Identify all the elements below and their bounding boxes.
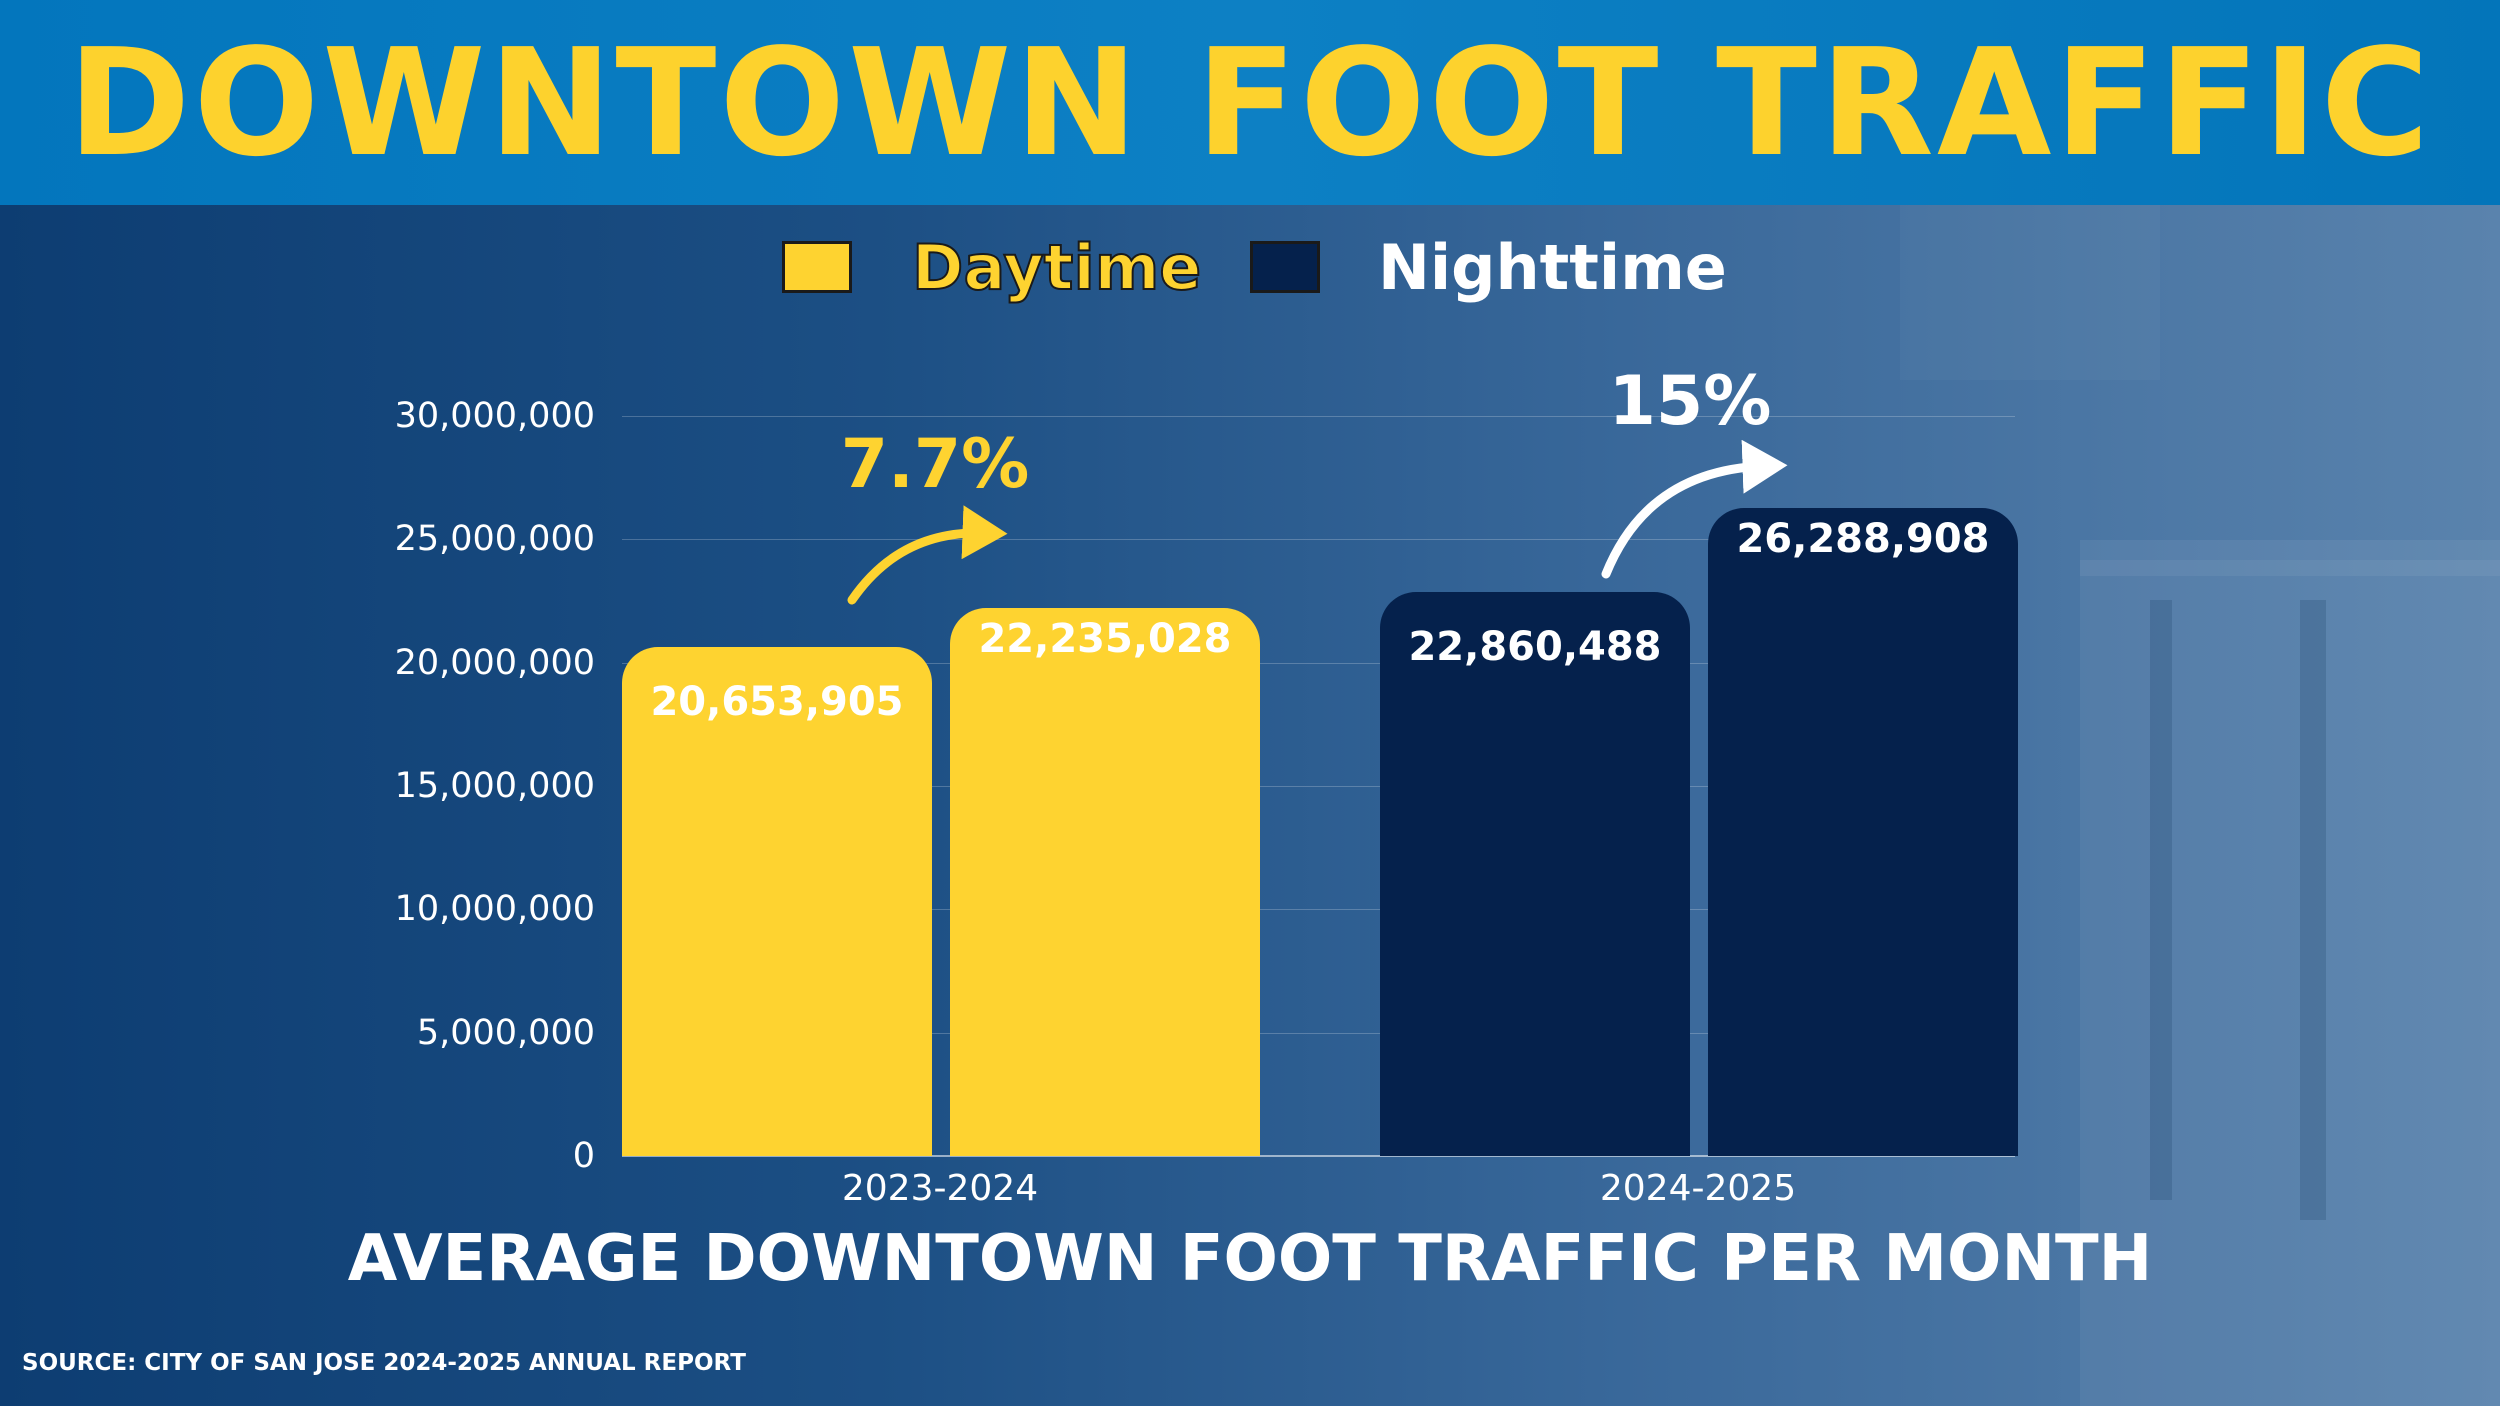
bar-value-label: 22,235,028 (978, 615, 1232, 662)
gridline (622, 662, 2015, 664)
y-tick-label: 30,000,000 (394, 396, 595, 436)
legend-label-daytime: Daytime (911, 230, 1202, 305)
y-tick-label: 5,000,000 (416, 1012, 595, 1053)
bar-value-label: 20,653,905 (650, 678, 904, 725)
y-tick-label: 10,000,000 (394, 889, 595, 930)
y-tick-label: 20,000,000 (394, 642, 595, 683)
bar-2024-2025-2 (1708, 507, 2018, 1156)
bar-value-label: 22,860,488 (1408, 624, 1662, 671)
header-banner: DOWNTOWN FOOT TRAFFIC (0, 0, 2500, 205)
change-percent-label: 7.7% (840, 425, 1030, 504)
change-percent-label: 15% (1608, 362, 1772, 441)
gridline (622, 539, 2015, 541)
legend-swatch-daytime (782, 241, 852, 293)
chart-subtitle: AVERAGE DOWNTOWN FOOT TRAFFIC PER MONTH (347, 1222, 2153, 1296)
gridline (622, 786, 2015, 787)
legend-label-nighttime: Nighttime (1378, 231, 1727, 304)
bar-value-label: 26,288,908 (1736, 515, 1990, 562)
y-tick-label: 15,000,000 (394, 766, 595, 806)
x-axis-baseline (622, 1155, 2015, 1157)
gridline (622, 1032, 2015, 1034)
page-title: DOWNTOWN FOOT TRAFFIC (67, 17, 2433, 189)
x-category-label: 2024-2025 (1599, 1168, 1797, 1209)
bar-2023-2024-1 (622, 646, 932, 1156)
legend-swatch-nighttime (1250, 241, 1320, 293)
gridline (622, 909, 2015, 911)
source-note: SOURCE: CITY OF SAN JOSE 2024-2025 ANNUA… (22, 1350, 746, 1376)
y-tick-label: 0 (572, 1136, 595, 1176)
y-tick-label: 25,000,000 (394, 519, 595, 560)
arrow-up-icon-daytime (847, 505, 1008, 605)
bar-2023-2024-2 (950, 607, 1260, 1156)
gridline (622, 416, 2015, 417)
x-category-label: 2023-2024 (841, 1168, 1039, 1209)
bar-2024-2025-1 (1380, 592, 1690, 1156)
